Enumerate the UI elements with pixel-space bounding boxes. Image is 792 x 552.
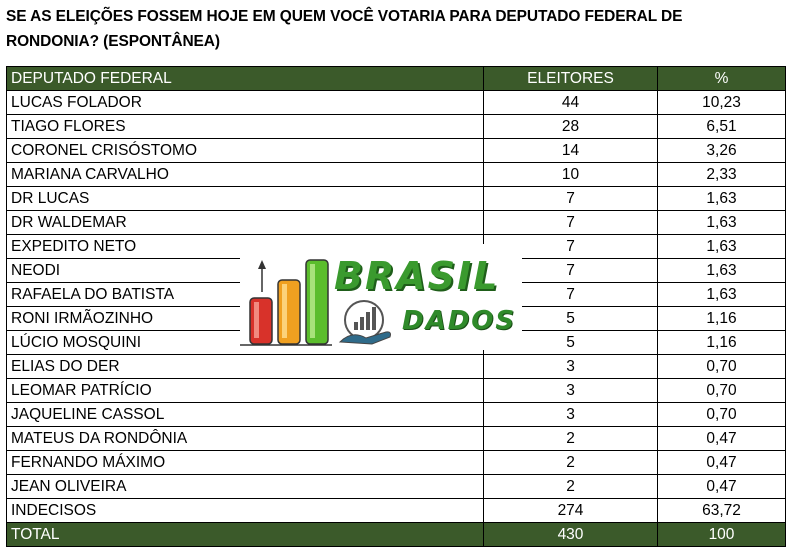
voter-count: 2 (483, 450, 658, 475)
voter-count: 14 (483, 138, 658, 163)
voter-count: 10 (483, 162, 658, 187)
vote-percent: 0,70 (657, 378, 786, 403)
candidate-name: DR LUCAS (6, 186, 484, 211)
page-title: SE AS ELEIÇÕES FOSSEM HOJE EM QUEM VOCÊ … (6, 8, 683, 50)
candidate-name: ELIAS DO DER (6, 354, 484, 379)
table-row: LUCAS FOLADOR 44 10,23 (6, 90, 786, 115)
vote-percent: 63,72 (657, 498, 786, 523)
column-header-voters: ELEITORES (483, 66, 658, 91)
candidate-name: INDECISOS (6, 498, 484, 523)
candidate-name: JEAN OLIVEIRA (6, 474, 484, 499)
voter-count: 7 (483, 186, 658, 211)
logo-word-brasil: BRASIL (334, 254, 500, 298)
candidate-name: LUCAS FOLADOR (6, 90, 484, 115)
total-percent: 100 (657, 522, 786, 547)
vote-percent: 1,63 (657, 210, 786, 235)
vote-percent: 1,16 (657, 330, 786, 355)
column-header-percent: % (657, 66, 786, 91)
voter-count: 3 (483, 378, 658, 403)
vote-percent: 0,47 (657, 450, 786, 475)
voter-count: 28 (483, 114, 658, 139)
candidate-name: MARIANA CARVALHO (6, 162, 484, 187)
brasil-dados-logo: BRASIL DADOS (240, 244, 522, 350)
candidate-name: TIAGO FLORES (6, 114, 484, 139)
table-row: CORONEL CRISÓSTOMO 14 3,26 (6, 138, 786, 163)
vote-percent: 0,47 (657, 474, 786, 499)
voter-count: 7 (483, 210, 658, 235)
table-row: TIAGO FLORES 28 6,51 (6, 114, 786, 139)
vote-percent: 2,33 (657, 162, 786, 187)
bar-chart-hand-logo-icon (240, 259, 391, 346)
table-row: DR LUCAS 7 1,63 (6, 186, 786, 211)
vote-percent: 1,63 (657, 186, 786, 211)
vote-percent: 1,63 (657, 234, 786, 259)
table-row: EXPEDITO NETO 7 1,63 (6, 234, 786, 259)
vote-percent: 1,16 (657, 306, 786, 331)
table-row: ELIAS DO DER 3 0,70 (6, 354, 786, 379)
voter-count: 2 (483, 426, 658, 451)
candidate-name: JAQUELINE CASSOL (6, 402, 484, 427)
voter-count: 2 (483, 474, 658, 499)
column-header-candidate: DEPUTADO FEDERAL (6, 66, 484, 91)
voter-count: 3 (483, 402, 658, 427)
table-row: MATEUS DA RONDÔNIA 2 0,47 (6, 426, 786, 451)
candidate-name: MATEUS DA RONDÔNIA (6, 426, 484, 451)
poll-results-table: DEPUTADO FEDERAL ELEITORES % LUCAS FOLAD… (6, 66, 786, 547)
candidate-name: DR WALDEMAR (6, 210, 484, 235)
table-header-row: DEPUTADO FEDERAL ELEITORES % (6, 66, 786, 91)
voter-count: 44 (483, 90, 658, 115)
voter-count: 274 (483, 498, 658, 523)
vote-percent: 1,63 (657, 282, 786, 307)
table-total-row: TOTAL 430 100 (6, 522, 786, 547)
vote-percent: 10,23 (657, 90, 786, 115)
table-row: LEOMAR PATRÍCIO 3 0,70 (6, 378, 786, 403)
vote-percent: 1,63 (657, 258, 786, 283)
logo-word-dados: DADOS (402, 306, 517, 336)
table-row: FERNANDO MÁXIMO 2 0,47 (6, 450, 786, 475)
table-row: MARIANA CARVALHO 10 2,33 (6, 162, 786, 187)
table-row: INDECISOS 274 63,72 (6, 498, 786, 523)
vote-percent: 0,70 (657, 402, 786, 427)
candidate-name: CORONEL CRISÓSTOMO (6, 138, 484, 163)
total-voters: 430 (483, 522, 658, 547)
vote-percent: 6,51 (657, 114, 786, 139)
candidate-name: LEOMAR PATRÍCIO (6, 378, 484, 403)
table-row: JEAN OLIVEIRA 2 0,47 (6, 474, 786, 499)
vote-percent: 0,47 (657, 426, 786, 451)
vote-percent: 0,70 (657, 354, 786, 379)
total-label: TOTAL (6, 522, 484, 547)
table-row: DR WALDEMAR 7 1,63 (6, 210, 786, 235)
vote-percent: 3,26 (657, 138, 786, 163)
candidate-name: FERNANDO MÁXIMO (6, 450, 484, 475)
table-row: JAQUELINE CASSOL 3 0,70 (6, 402, 786, 427)
voter-count: 3 (483, 354, 658, 379)
